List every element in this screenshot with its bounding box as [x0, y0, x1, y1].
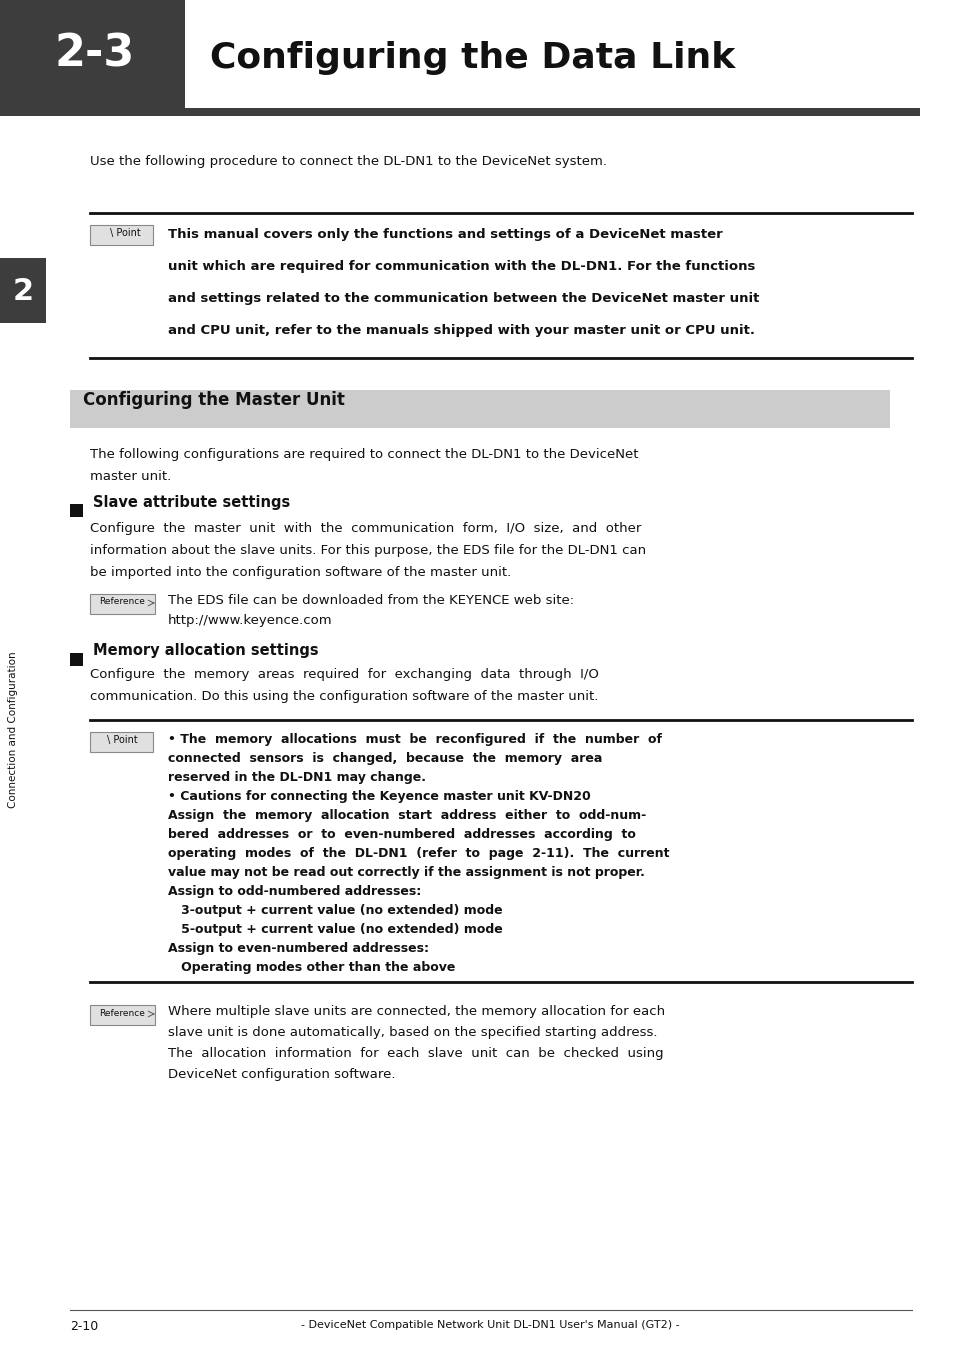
Bar — [70, 504, 83, 516]
Text: unit which are required for communication with the DL-DN1. For the functions: unit which are required for communicatio… — [168, 260, 755, 273]
Text: Use the following procedure to connect the DL-DN1 to the DeviceNet system.: Use the following procedure to connect t… — [90, 155, 606, 168]
Text: The EDS file can be downloaded from the KEYENCE web site:: The EDS file can be downloaded from the … — [168, 594, 574, 607]
Text: slave unit is done automatically, based on the specified starting address.: slave unit is done automatically, based … — [168, 1026, 657, 1038]
Bar — [70, 389, 889, 429]
Text: Connection and Configuration: Connection and Configuration — [8, 652, 18, 808]
Text: Configuring the Data Link: Configuring the Data Link — [210, 41, 735, 74]
Text: DeviceNet configuration software.: DeviceNet configuration software. — [168, 1068, 395, 1082]
Text: communication. Do this using the configuration software of the master unit.: communication. Do this using the configu… — [90, 690, 598, 703]
Text: Configuring the Master Unit: Configuring the Master Unit — [83, 391, 345, 410]
Text: Memory allocation settings: Memory allocation settings — [92, 644, 318, 658]
Bar — [70, 653, 83, 667]
Text: be imported into the configuration software of the master unit.: be imported into the configuration softw… — [90, 566, 511, 579]
Text: information about the slave units. For this purpose, the EDS file for the DL-DN1: information about the slave units. For t… — [90, 544, 645, 557]
Bar — [90, 1005, 154, 1025]
Text: The  allocation  information  for  each  slave  unit  can  be  checked  using: The allocation information for each slav… — [168, 1046, 663, 1060]
Text: • The  memory  allocations  must  be  reconfigured  if  the  number  of: • The memory allocations must be reconfi… — [168, 733, 661, 746]
Text: The following configurations are required to connect the DL-DN1 to the DeviceNet: The following configurations are require… — [90, 448, 638, 461]
Bar — [0, 258, 46, 323]
Text: 2-10: 2-10 — [70, 1320, 98, 1333]
Text: operating  modes  of  the  DL-DN1  (refer  to  page  2-11).  The  current: operating modes of the DL-DN1 (refer to … — [168, 846, 669, 860]
Text: - DeviceNet Compatible Network Unit DL-DN1 User's Manual (GT2) -: - DeviceNet Compatible Network Unit DL-D… — [300, 1320, 679, 1330]
Text: Reference: Reference — [99, 1009, 145, 1018]
Text: http://www.keyence.com: http://www.keyence.com — [168, 614, 333, 627]
Text: bered  addresses  or  to  even-numbered  addresses  according  to: bered addresses or to even-numbered addr… — [168, 827, 636, 841]
Text: master unit.: master unit. — [90, 470, 172, 483]
Bar — [90, 224, 152, 245]
Bar — [0, 108, 919, 116]
Text: 2: 2 — [12, 277, 33, 306]
Text: 5-output + current value (no extended) mode: 5-output + current value (no extended) m… — [168, 923, 502, 936]
Text: 3-output + current value (no extended) mode: 3-output + current value (no extended) m… — [168, 904, 502, 917]
Text: 2-3: 2-3 — [55, 32, 135, 76]
Text: and settings related to the communication between the DeviceNet master unit: and settings related to the communicatio… — [168, 292, 759, 306]
Text: • Cautions for connecting the Keyence master unit KV-DN20: • Cautions for connecting the Keyence ma… — [168, 790, 590, 803]
Text: and CPU unit, refer to the manuals shipped with your master unit or CPU unit.: and CPU unit, refer to the manuals shipp… — [168, 324, 754, 337]
Text: \ Point: \ Point — [110, 228, 140, 238]
Text: Configure  the  master  unit  with  the  communication  form,  I/O  size,  and  : Configure the master unit with the commu… — [90, 522, 640, 535]
Bar — [90, 731, 152, 752]
Text: Operating modes other than the above: Operating modes other than the above — [168, 961, 455, 973]
Text: Configure  the  memory  areas  required  for  exchanging  data  through  I/O: Configure the memory areas required for … — [90, 668, 598, 681]
Bar — [90, 594, 154, 614]
Bar — [0, 0, 185, 108]
Text: \ Point: \ Point — [107, 735, 137, 745]
Text: Assign to even-numbered addresses:: Assign to even-numbered addresses: — [168, 942, 429, 955]
Text: connected  sensors  is  changed,  because  the  memory  area: connected sensors is changed, because th… — [168, 752, 601, 765]
Text: Slave attribute settings: Slave attribute settings — [92, 495, 290, 510]
Text: Assign  the  memory  allocation  start  address  either  to  odd-num-: Assign the memory allocation start addre… — [168, 808, 645, 822]
Text: Where multiple slave units are connected, the memory allocation for each: Where multiple slave units are connected… — [168, 1005, 664, 1018]
Text: Reference: Reference — [99, 598, 145, 607]
Text: value may not be read out correctly if the assignment is not proper.: value may not be read out correctly if t… — [168, 867, 644, 879]
Text: This manual covers only the functions and settings of a DeviceNet master: This manual covers only the functions an… — [168, 228, 722, 241]
Text: Assign to odd-numbered addresses:: Assign to odd-numbered addresses: — [168, 886, 421, 898]
Text: reserved in the DL-DN1 may change.: reserved in the DL-DN1 may change. — [168, 771, 426, 784]
